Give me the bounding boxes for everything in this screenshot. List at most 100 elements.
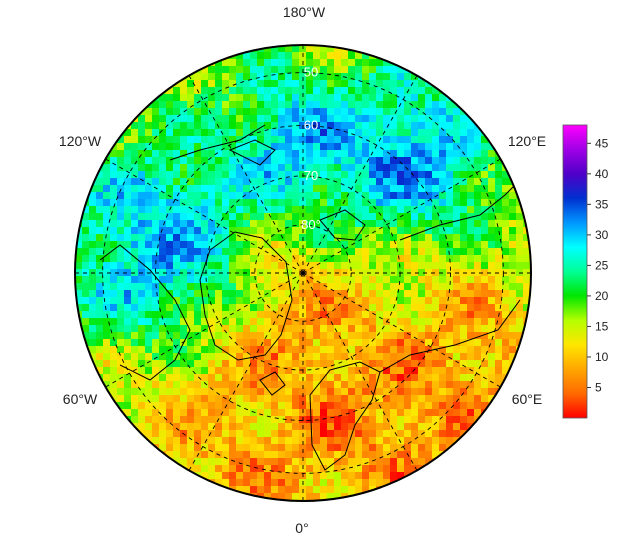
map-border bbox=[74, 44, 532, 502]
field-cell bbox=[285, 185, 293, 193]
field-cell bbox=[460, 311, 468, 319]
field-cell bbox=[509, 248, 517, 256]
field-cell bbox=[327, 129, 335, 137]
field-cell bbox=[376, 360, 384, 368]
field-cell bbox=[439, 311, 447, 319]
field-cell bbox=[334, 143, 342, 151]
field-cell bbox=[138, 248, 146, 256]
field-cell bbox=[243, 178, 251, 186]
field-cell bbox=[425, 423, 433, 431]
field-cell bbox=[264, 94, 272, 102]
field-cell bbox=[145, 157, 153, 165]
field-cell bbox=[390, 220, 398, 228]
field-cell bbox=[229, 269, 237, 277]
field-cell bbox=[362, 381, 370, 389]
field-cell bbox=[313, 129, 321, 137]
field-cell bbox=[516, 255, 524, 263]
field-cell bbox=[236, 458, 244, 466]
field-cell bbox=[215, 374, 223, 382]
field-cell bbox=[236, 269, 244, 277]
field-cell bbox=[432, 423, 440, 431]
field-cell bbox=[369, 199, 377, 207]
field-cell bbox=[117, 227, 125, 235]
field-cell bbox=[166, 262, 174, 270]
field-cell bbox=[453, 325, 461, 333]
field-cell bbox=[383, 353, 391, 361]
field-cell bbox=[89, 255, 97, 263]
field-cell bbox=[411, 388, 419, 396]
field-cell bbox=[166, 108, 174, 116]
field-cell bbox=[215, 339, 223, 347]
field-cell bbox=[285, 108, 293, 116]
field-cell bbox=[404, 276, 412, 284]
field-cell bbox=[187, 353, 195, 361]
field-cell bbox=[488, 297, 496, 305]
field-cell bbox=[348, 122, 356, 130]
field-cell bbox=[488, 248, 496, 256]
field-cell bbox=[411, 290, 419, 298]
field-cell bbox=[271, 129, 279, 137]
field-cell bbox=[138, 150, 146, 158]
field-cell bbox=[278, 115, 286, 123]
field-cell bbox=[432, 115, 440, 123]
field-cell bbox=[376, 122, 384, 130]
field-cell bbox=[124, 290, 132, 298]
field-cell bbox=[446, 248, 454, 256]
field-cell bbox=[173, 276, 181, 284]
field-cell bbox=[285, 234, 293, 242]
field-cell bbox=[222, 129, 230, 137]
field-cell bbox=[327, 367, 335, 375]
field-cell bbox=[82, 318, 90, 326]
field-cell bbox=[397, 234, 405, 242]
field-cell bbox=[362, 367, 370, 375]
field-cell bbox=[404, 150, 412, 158]
field-cell bbox=[229, 472, 237, 480]
field-cell bbox=[271, 423, 279, 431]
field-cell bbox=[173, 346, 181, 354]
field-cell bbox=[236, 416, 244, 424]
field-cell bbox=[173, 248, 181, 256]
field-cell bbox=[271, 493, 279, 501]
field-cell bbox=[138, 276, 146, 284]
field-cell bbox=[404, 157, 412, 165]
field-cell bbox=[418, 332, 426, 340]
field-cell bbox=[215, 66, 223, 74]
field-cell bbox=[418, 164, 426, 172]
field-cell bbox=[152, 262, 160, 270]
field-cell bbox=[320, 283, 328, 291]
field-cell bbox=[481, 290, 489, 298]
field-cell bbox=[229, 241, 237, 249]
field-cell bbox=[236, 101, 244, 109]
field-cell bbox=[208, 262, 216, 270]
field-cell bbox=[243, 304, 251, 312]
field-cell bbox=[215, 304, 223, 312]
field-cell bbox=[250, 332, 258, 340]
field-cell bbox=[173, 402, 181, 410]
field-cell bbox=[292, 206, 300, 214]
field-cell bbox=[110, 346, 118, 354]
field-cell bbox=[313, 227, 321, 235]
field-cell bbox=[236, 94, 244, 102]
field-cell bbox=[131, 367, 139, 375]
field-cell bbox=[250, 416, 258, 424]
field-cell bbox=[180, 262, 188, 270]
field-cell bbox=[362, 283, 370, 291]
field-cell bbox=[411, 423, 419, 431]
field-cell bbox=[418, 269, 426, 277]
field-cell bbox=[215, 73, 223, 81]
field-cell bbox=[285, 73, 293, 81]
field-cell bbox=[250, 276, 258, 284]
field-cell bbox=[355, 115, 363, 123]
field-cell bbox=[306, 437, 314, 445]
field-cell bbox=[425, 437, 433, 445]
field-cell bbox=[320, 423, 328, 431]
field-cell bbox=[103, 234, 111, 242]
field-cell bbox=[376, 192, 384, 200]
field-cell bbox=[257, 430, 265, 438]
field-cell bbox=[341, 276, 349, 284]
field-cell bbox=[250, 129, 258, 137]
field-cell bbox=[425, 451, 433, 459]
field-cell bbox=[439, 346, 447, 354]
field-cell bbox=[320, 178, 328, 186]
field-cell bbox=[264, 66, 272, 74]
